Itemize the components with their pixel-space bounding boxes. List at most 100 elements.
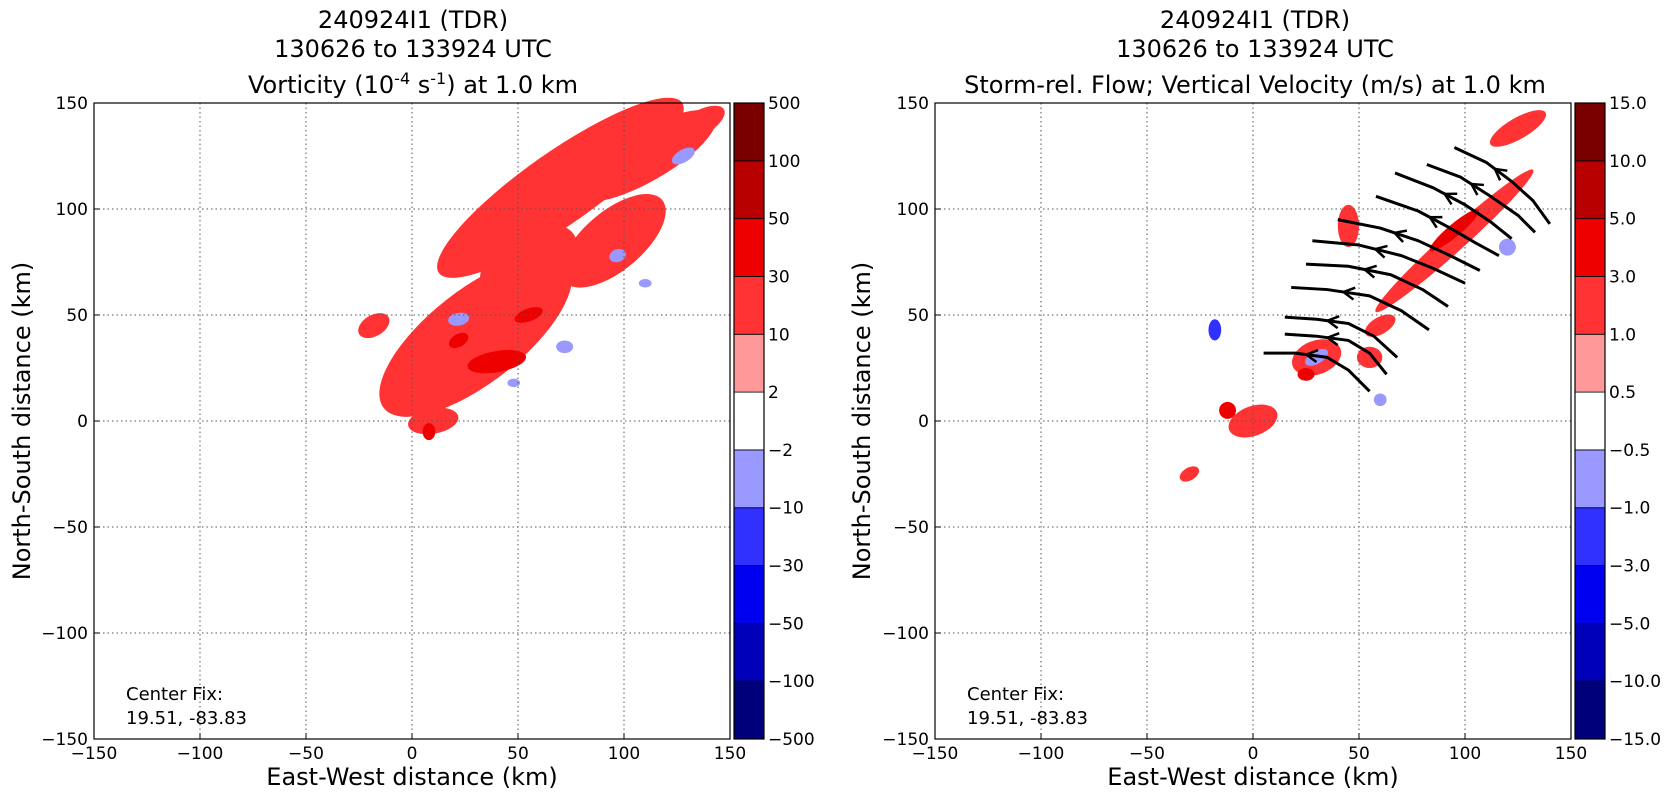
vorticity-field <box>358 97 725 441</box>
y-tick-labels: −150 −100 −50 0 50 100 150 <box>41 94 100 750</box>
field-contour <box>480 223 578 301</box>
field-contour <box>408 407 459 435</box>
streamline <box>1426 163 1537 234</box>
field-contour <box>1364 314 1396 337</box>
colorbar-tick-label: 100 <box>768 152 800 172</box>
colorbar-segment <box>1574 218 1606 277</box>
colorbar-tick-label: 2 <box>768 383 779 403</box>
colorbar-frame <box>733 102 765 740</box>
colorbar-tick-label: 15.0 <box>1609 94 1647 114</box>
colorbar-segment <box>1574 102 1606 162</box>
colorbar-tick-label: 10.0 <box>1609 152 1647 172</box>
streamline-arrow <box>1492 167 1508 181</box>
y-axis-label: North-South distance (km) <box>848 262 876 581</box>
vertical-velocity-colorbar: −15.0 −10.0 −5.0 −3.0 −1.0 −0.5 0.5 1.0 3.0 5.0 10… <box>1574 94 1661 750</box>
center-fix-coordinates: 19.51, -83.83 <box>967 708 1088 729</box>
colorbar-segment <box>1574 507 1606 566</box>
colorbar-tick-label: −30 <box>768 557 804 577</box>
x-tick-label: 150 <box>1555 744 1587 764</box>
y-tick-label: 150 <box>56 94 88 114</box>
colorbar-segment <box>1574 333 1606 393</box>
colorbar-segment <box>733 160 765 220</box>
streamline <box>1305 262 1449 308</box>
field-contour <box>448 332 469 349</box>
colorbar-segment <box>1574 565 1606 624</box>
streamline-arrow <box>1427 215 1443 229</box>
colorbar-segment <box>733 449 765 509</box>
colorbar-segment <box>733 276 765 335</box>
field-contour <box>609 248 626 263</box>
y-tick-label: −150 <box>882 730 929 750</box>
colorbar-tick-label: 3.0 <box>1609 267 1636 287</box>
center-fix-label: Center Fix: <box>126 684 223 705</box>
center-fix-label: Center Fix: <box>967 684 1064 705</box>
colorbar-segment <box>1574 622 1606 682</box>
field-contour <box>671 105 725 143</box>
colorbar-tick-label: −50 <box>768 614 804 634</box>
x-tick-label: 150 <box>714 744 746 764</box>
field-contour <box>1489 110 1547 147</box>
colorbar-tick-label: −5.0 <box>1609 614 1650 634</box>
colorbar-tick-label: −0.5 <box>1609 441 1650 461</box>
colorbar-segment <box>733 565 765 624</box>
field-contour <box>1337 204 1359 248</box>
x-tick-label: 50 <box>507 744 529 764</box>
field-contour <box>1498 238 1516 256</box>
colorbar-tick-label: −500 <box>768 730 815 750</box>
x-tick-labels: −150 −100 −50 0 50 100 150 <box>912 733 1587 764</box>
field-contour <box>556 340 574 354</box>
streamline <box>1337 218 1481 272</box>
y-tick-label: 150 <box>897 94 929 114</box>
colorbar-segment <box>1574 680 1606 740</box>
y-tick-label: 0 <box>77 412 88 432</box>
colorbar-segment <box>1574 160 1606 220</box>
vorticity-colorbar: −500 −100 −50 −30 −10 −2 2 10 30 50 100 500 <box>733 94 815 750</box>
colorbar-segment <box>733 507 765 566</box>
x-tick-label: −150 <box>71 744 118 764</box>
x-tick-label: −50 <box>288 744 324 764</box>
streamline <box>1312 239 1466 285</box>
colorbar-frame <box>1574 102 1606 740</box>
field-contour <box>448 312 470 326</box>
streamline-arrow <box>1372 244 1388 259</box>
field-contour <box>1297 368 1315 381</box>
streamline-arrow <box>1303 348 1319 364</box>
field-contour <box>561 194 666 288</box>
y-tick-label: −100 <box>41 624 88 644</box>
x-axis-label: East-West distance (km) <box>1107 763 1398 791</box>
streamline <box>1394 171 1513 240</box>
field-contour <box>1373 393 1387 407</box>
field-contour <box>638 278 652 288</box>
field-contour <box>514 307 543 323</box>
x-tick-label: 0 <box>1248 744 1259 764</box>
colorbar-segment <box>1574 391 1606 451</box>
colorbar-segment <box>733 333 765 393</box>
x-tick-label: −50 <box>1129 744 1165 764</box>
x-tick-label: −100 <box>1018 744 1065 764</box>
colorbar-tick-label: −2 <box>768 441 793 461</box>
streamline <box>1263 351 1371 393</box>
streamline-arrow <box>1324 315 1340 330</box>
storm-relative-flow-streamlines <box>1263 146 1552 393</box>
streamline <box>1453 146 1552 225</box>
y-tick-label: 0 <box>918 412 929 432</box>
colorbar-tick-label: −15.0 <box>1609 730 1661 750</box>
field-contour <box>358 313 390 339</box>
streamline <box>1284 315 1399 359</box>
panel-title-line-2: 130626 to 133924 UTC <box>274 35 552 63</box>
vertical-velocity-panel: 240924I1 (TDR) 130626 to 133924 UTC Stor… <box>848 6 1661 791</box>
field-contour <box>422 423 436 441</box>
x-tick-label: 100 <box>608 744 640 764</box>
colorbar-tick-label: −10.0 <box>1609 672 1661 692</box>
colorbar-tick-label: 50 <box>768 210 790 230</box>
x-tick-label: 0 <box>407 744 418 764</box>
streamline-arrow <box>1340 286 1356 301</box>
panel-title-line-1: 240924I1 (TDR) <box>1160 6 1350 34</box>
y-tick-label: −150 <box>41 730 88 750</box>
colorbar-tick-label: 500 <box>768 94 800 114</box>
x-tick-label: −150 <box>912 744 959 764</box>
streamline <box>1284 332 1388 376</box>
colorbar-tick-label: 10 <box>768 325 790 345</box>
panel-title-line-1: 240924I1 (TDR) <box>318 6 508 34</box>
